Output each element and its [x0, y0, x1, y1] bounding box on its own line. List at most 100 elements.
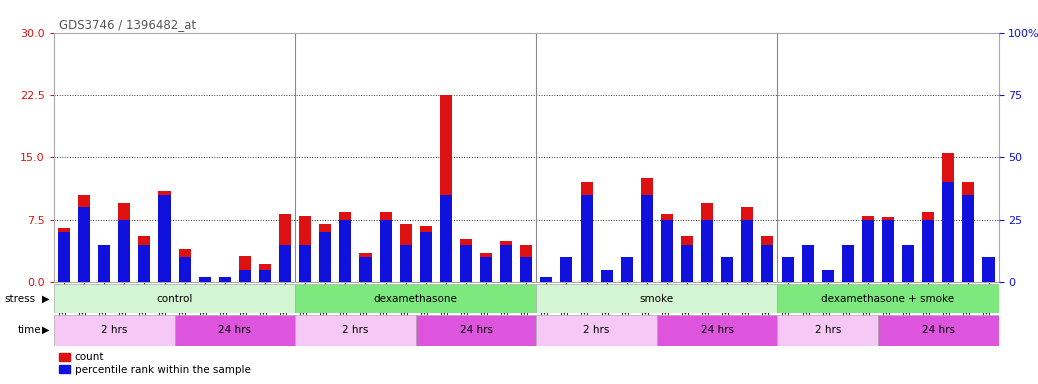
Bar: [258, 264, 271, 282]
Text: GDS3746 / 1396482_at: GDS3746 / 1396482_at: [59, 18, 196, 31]
Bar: [480, 257, 492, 282]
Bar: [902, 245, 914, 282]
Bar: [661, 220, 673, 282]
Bar: [419, 232, 432, 282]
Bar: [882, 220, 894, 282]
Bar: [416, 315, 537, 346]
Bar: [862, 220, 874, 282]
Bar: [721, 257, 733, 282]
Bar: [419, 226, 432, 282]
Bar: [219, 277, 230, 282]
Bar: [701, 203, 713, 282]
Bar: [777, 315, 878, 346]
Bar: [339, 212, 352, 282]
Bar: [198, 279, 211, 282]
Text: stress: stress: [4, 293, 35, 304]
Text: 2 hrs: 2 hrs: [101, 325, 128, 335]
Bar: [380, 212, 391, 282]
Bar: [782, 257, 794, 282]
Text: 24 hrs: 24 hrs: [701, 325, 734, 335]
Bar: [541, 277, 552, 282]
Bar: [239, 270, 251, 282]
Bar: [239, 256, 251, 282]
Bar: [601, 270, 612, 282]
Bar: [580, 195, 593, 282]
Bar: [882, 217, 894, 282]
Bar: [741, 220, 754, 282]
Bar: [561, 266, 573, 282]
Bar: [320, 224, 331, 282]
Bar: [279, 214, 291, 282]
Bar: [138, 237, 151, 282]
Bar: [762, 237, 773, 282]
Bar: [159, 195, 170, 282]
Bar: [460, 245, 472, 282]
Bar: [295, 315, 416, 346]
Bar: [520, 257, 532, 282]
Text: 2 hrs: 2 hrs: [343, 325, 368, 335]
Bar: [681, 237, 693, 282]
Text: control: control: [157, 293, 193, 304]
Bar: [537, 284, 777, 313]
Bar: [621, 257, 633, 282]
Bar: [440, 95, 452, 282]
Bar: [198, 277, 211, 282]
Bar: [801, 245, 814, 282]
Bar: [299, 216, 311, 282]
Bar: [580, 182, 593, 282]
Bar: [862, 216, 874, 282]
Bar: [983, 262, 994, 282]
Bar: [561, 257, 573, 282]
Bar: [299, 245, 311, 282]
Bar: [58, 232, 70, 282]
Bar: [943, 182, 954, 282]
Bar: [174, 315, 295, 346]
Bar: [179, 249, 191, 282]
Text: dexamethasone: dexamethasone: [374, 293, 458, 304]
Text: dexamethasone + smoke: dexamethasone + smoke: [821, 293, 955, 304]
Bar: [440, 195, 452, 282]
Bar: [138, 245, 151, 282]
Bar: [878, 315, 999, 346]
Bar: [741, 207, 754, 282]
Bar: [520, 245, 532, 282]
Bar: [842, 245, 854, 282]
Bar: [58, 228, 70, 282]
Text: 2 hrs: 2 hrs: [815, 325, 841, 335]
Bar: [400, 245, 412, 282]
Bar: [621, 257, 633, 282]
Bar: [118, 220, 131, 282]
Bar: [922, 220, 934, 282]
Bar: [782, 262, 794, 282]
Text: 24 hrs: 24 hrs: [460, 325, 492, 335]
Bar: [842, 245, 854, 282]
Bar: [359, 257, 372, 282]
Text: 2 hrs: 2 hrs: [583, 325, 609, 335]
Bar: [537, 315, 657, 346]
Bar: [822, 270, 834, 282]
Bar: [902, 245, 914, 282]
Bar: [661, 214, 673, 282]
Bar: [54, 315, 174, 346]
Bar: [962, 182, 975, 282]
Bar: [54, 284, 295, 313]
Bar: [258, 270, 271, 282]
Bar: [721, 257, 733, 282]
Text: ▶: ▶: [42, 325, 49, 335]
Text: smoke: smoke: [639, 293, 674, 304]
Bar: [640, 195, 653, 282]
Text: 24 hrs: 24 hrs: [218, 325, 251, 335]
Bar: [295, 284, 537, 313]
Bar: [279, 245, 291, 282]
Bar: [480, 253, 492, 282]
Bar: [777, 284, 999, 313]
Text: ▶: ▶: [42, 293, 49, 304]
Bar: [822, 270, 834, 282]
Bar: [541, 280, 552, 282]
Text: 24 hrs: 24 hrs: [922, 325, 955, 335]
Bar: [983, 257, 994, 282]
Bar: [962, 195, 975, 282]
Bar: [339, 220, 352, 282]
Bar: [640, 178, 653, 282]
Bar: [601, 270, 612, 282]
